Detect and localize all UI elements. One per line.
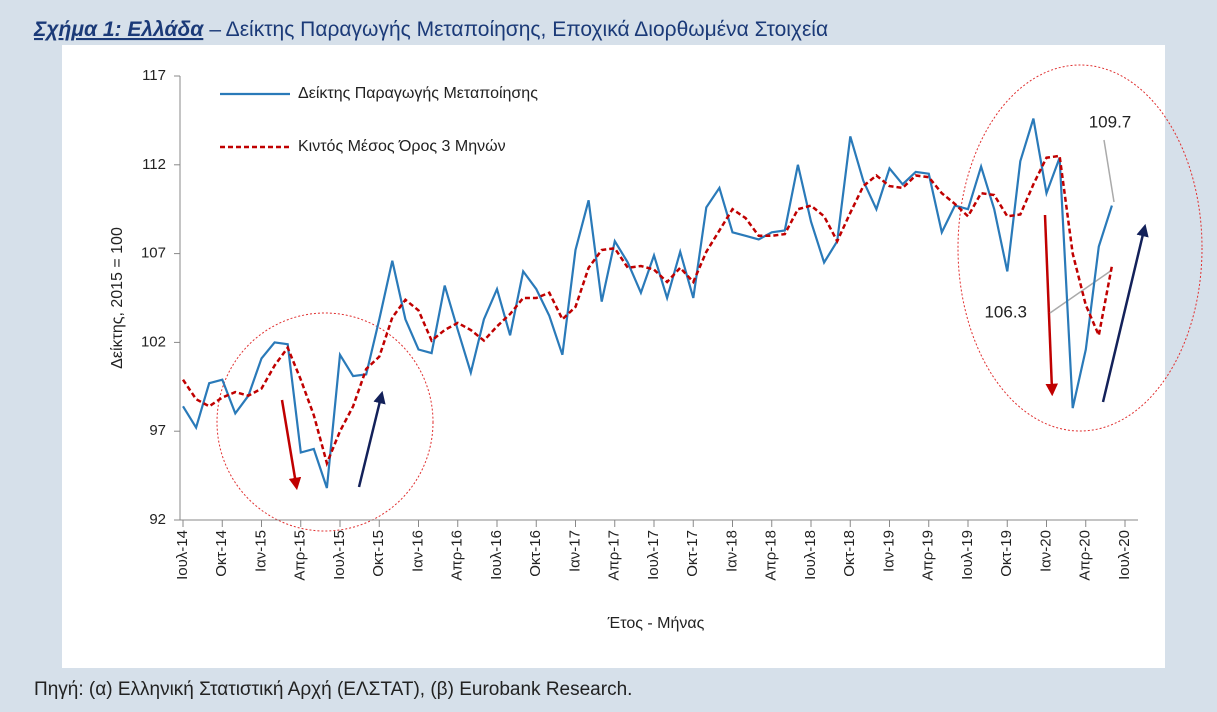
x-tick-label: Οκτ-14	[213, 530, 230, 577]
x-tick-label: Ιουλ-18	[802, 530, 819, 580]
x-axis-title: Έτος - Μήνας	[607, 615, 705, 632]
x-tick-label: Ιαν-15	[252, 530, 269, 572]
value-label: 109.7	[1089, 112, 1132, 131]
x-tick-label: Ιουλ-14	[174, 530, 191, 580]
x-tick-label: Ιουλ-19	[959, 530, 976, 580]
y-tick-label: 112	[142, 156, 166, 173]
figure-label: Σχήμα 1: Ελλάδα	[33, 18, 204, 41]
x-tick-label: Ιουλ-20	[1116, 530, 1133, 580]
y-tick-label: 117	[142, 67, 166, 84]
chart-title: Σχήμα 1: Ελλάδα – Δείκτης Παραγωγής Μεταπ…	[33, 18, 828, 41]
x-tick-label: Ιουλ-17	[645, 530, 662, 580]
series-line	[182, 118, 1113, 489]
leader-line	[1049, 269, 1113, 314]
series-line	[181, 154, 1114, 468]
x-tick-label: Ιαν-17	[566, 530, 583, 572]
x-tick-label: Οκτ-18	[841, 530, 858, 577]
x-tick-label: Απρ-18	[763, 530, 780, 581]
x-tick-label: Ιουλ-15	[331, 530, 348, 580]
x-tick-label: Απρ-15	[292, 530, 309, 581]
y-tick-label: 102	[141, 333, 166, 350]
x-tick-label: Οκτ-19	[998, 530, 1015, 577]
y-axis-title: Δείκτης, 2015 = 100	[109, 227, 126, 369]
x-tick-label: Ιουλ-16	[488, 530, 505, 580]
y-tick-label: 107	[141, 245, 166, 262]
x-tick-label: Ιαν-19	[880, 530, 897, 572]
x-tick-label: Απρ-16	[449, 530, 466, 581]
down-arrow	[1043, 214, 1058, 397]
x-tick-label: Οκτ-16	[527, 530, 544, 577]
highlight-ellipse	[216, 312, 434, 532]
x-tick-label: Οκτ-17	[684, 530, 701, 577]
x-tick-label: Οκτ-15	[370, 530, 387, 577]
up-arrow	[357, 390, 386, 488]
leader-line	[1103, 139, 1115, 203]
plot-panel	[62, 45, 1165, 668]
x-tick-label: Ιαν-16	[409, 530, 426, 572]
x-tick-label: Απρ-20	[1077, 530, 1094, 581]
x-tick-label: Ιαν-18	[723, 530, 740, 572]
up-arrow	[1101, 223, 1149, 403]
x-tick-label: Απρ-17	[606, 530, 623, 581]
y-tick-label: 92	[149, 511, 166, 528]
x-tick-label: Ιαν-20	[1037, 530, 1054, 572]
x-tick-label: Απρ-19	[920, 530, 937, 581]
highlight-ellipse	[957, 64, 1203, 432]
down-arrow	[280, 399, 302, 491]
value-label: 106.3	[984, 302, 1027, 321]
title-text: – Δείκτης Παραγωγής Μεταποίησης, Εποχικά…	[209, 18, 828, 41]
y-tick-label: 97	[149, 422, 166, 439]
source-note: Πηγή: (α) Ελληνική Στατιστική Αρχή (ΕΛΣΤ…	[34, 679, 632, 700]
legend-label: Κιντός Μέσος Όρος 3 Μηνών	[298, 138, 506, 155]
legend-label: Δείκτης Παραγωγής Μεταποίησης	[298, 85, 538, 102]
